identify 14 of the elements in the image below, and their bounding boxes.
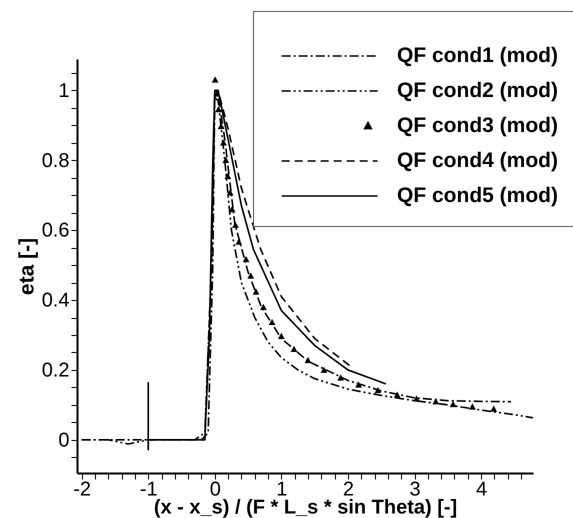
x-tick-label: -2 — [73, 478, 92, 500]
legend-label: QF cond3 (mod) — [397, 114, 558, 137]
legend-label: QF cond2 (mod) — [397, 79, 558, 102]
y-tick-label: 0.6 — [42, 220, 70, 242]
x-tick-label: 4 — [476, 478, 488, 500]
y-axis-title: eta [-] — [16, 238, 39, 296]
legend-label: QF cond4 (mod) — [397, 149, 558, 172]
y-tick-label: 0.8 — [42, 150, 70, 172]
legend-label: QF cond1 (mod) — [397, 44, 558, 67]
y-tick-label: 0.2 — [42, 359, 70, 382]
legend-label: QF cond5 (mod) — [397, 184, 558, 207]
y-tick-label: 1 — [58, 80, 70, 102]
y-tick-label: 0.4 — [42, 290, 70, 312]
y-tick-label: 0 — [58, 429, 70, 452]
